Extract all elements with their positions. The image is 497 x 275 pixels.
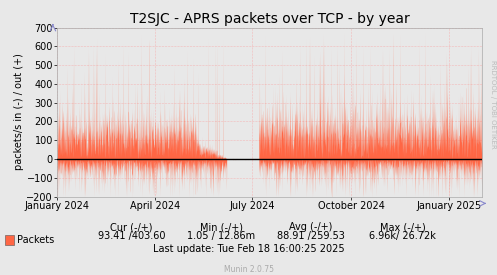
Text: Last update: Tue Feb 18 16:00:25 2025: Last update: Tue Feb 18 16:00:25 2025 [153,244,344,254]
Text: 6.96k/ 26.72k: 6.96k/ 26.72k [369,232,436,241]
Text: Cur (-/+): Cur (-/+) [110,222,153,232]
Text: Min (-/+): Min (-/+) [200,222,243,232]
Y-axis label: packets/s in (-) / out (+): packets/s in (-) / out (+) [13,54,23,170]
Text: 1.05 / 12.86m: 1.05 / 12.86m [187,232,255,241]
Text: Munin 2.0.75: Munin 2.0.75 [224,265,273,274]
Text: Avg (-/+): Avg (-/+) [289,222,332,232]
Title: T2SJC - APRS packets over TCP - by year: T2SJC - APRS packets over TCP - by year [130,12,410,26]
Text: Max (-/+): Max (-/+) [380,222,425,232]
Text: RRDTOOL / TOBI OETIKER: RRDTOOL / TOBI OETIKER [490,60,496,149]
Text: Packets: Packets [17,235,55,245]
Text: 88.91 /259.53: 88.91 /259.53 [277,232,344,241]
Text: 93.41 /403.60: 93.41 /403.60 [98,232,166,241]
